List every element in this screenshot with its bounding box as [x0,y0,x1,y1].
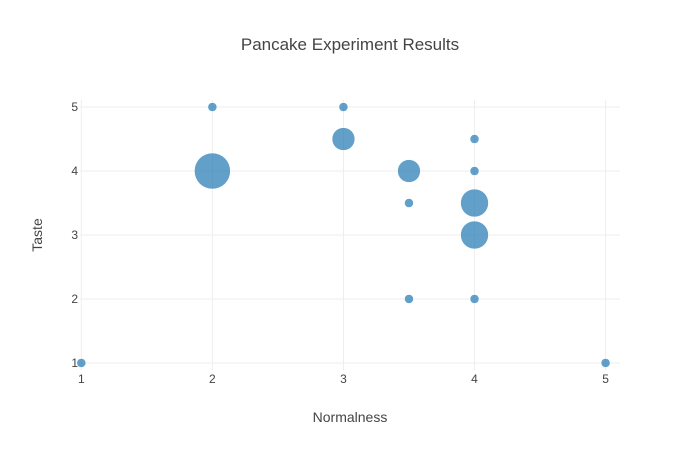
scatter-point[interactable] [207,102,218,112]
scatter-point[interactable] [469,166,480,176]
x-tick-label: 2 [209,372,216,386]
x-tick-label: 3 [340,372,347,386]
x-tick-label: 4 [471,372,478,386]
chart-title: Pancake Experiment Results [241,35,459,54]
y-tick-label: 1 [71,356,78,370]
scatter-point[interactable] [600,358,611,368]
y-tick-label: 5 [71,100,78,114]
x-tick-label: 5 [602,372,609,386]
y-tick-label: 4 [71,164,78,178]
scatter-point[interactable] [397,159,421,183]
y-axis-title: Taste [29,218,45,252]
scatter-point[interactable] [338,102,349,112]
x-axis-title: Normalness [313,409,388,425]
scatter-point[interactable] [194,152,231,190]
scatter-point[interactable] [76,358,87,368]
scatter-point[interactable] [469,294,480,304]
y-tick-label: 3 [71,228,78,242]
scatter-point[interactable] [404,294,414,304]
scatter-point[interactable] [331,127,356,151]
tick-layer: 1 2 3 4 5 1 2 3 4 5 [71,100,609,386]
x-tick-label: 1 [78,372,85,386]
points-layer [76,102,611,368]
scatter-point[interactable] [460,220,489,250]
scatter-point[interactable] [404,198,414,208]
scatter-point[interactable] [469,134,480,144]
y-tick-label: 2 [71,292,78,306]
scatter-point[interactable] [460,188,489,218]
